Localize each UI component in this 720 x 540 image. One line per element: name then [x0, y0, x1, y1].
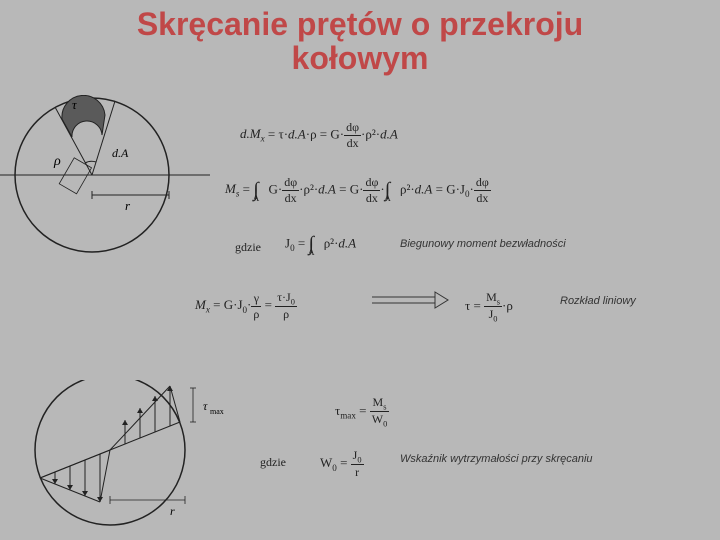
title-line2: kołowym	[292, 40, 429, 76]
equation-Mx-GJ0: Mx = G·J0·γρ = τ·J0ρ	[195, 290, 297, 322]
rho-label: ρ	[53, 154, 61, 169]
svg-text:max: max	[210, 407, 224, 416]
label-section-modulus: Wskaźnik wytrzymałości przy skręcaniu	[400, 453, 593, 465]
slide-title: Skręcanie prętów o przekroju kołowym	[0, 0, 720, 75]
equation-dMx: d.Mx = τ·d.A·ρ = G·dφdx·ρ²·d.A	[240, 120, 398, 151]
label-linear-dist: Rozkład liniowy	[560, 295, 636, 307]
dA-label: d.A	[112, 146, 129, 160]
equation-Ms: Ms = ∫A G·dφdx·ρ²·d.A = G·dφdx·∫A ρ²·d.A…	[225, 175, 491, 206]
equation-tau-max: τmax = MsW0	[335, 395, 389, 429]
equation-J0: J0 = ∫A ρ²·d.A	[285, 233, 356, 256]
diagram-cross-section: τ ρ r d.A	[0, 95, 210, 270]
r-label: r	[125, 198, 131, 213]
svg-text:r: r	[170, 504, 175, 518]
implies-arrow	[370, 290, 450, 310]
label-gdzie-2: gdzie	[260, 455, 286, 470]
equation-tau: τ = MsJ0·ρ	[465, 290, 513, 324]
title-line1: Skręcanie prętów o przekroju	[137, 6, 583, 42]
diagram-stress-distribution: τ max r	[15, 380, 250, 540]
label-polar-moment: Biegunowy moment bezwładności	[400, 238, 566, 250]
equation-W0: W0 = J0r	[320, 448, 364, 480]
svg-text:τ: τ	[203, 399, 208, 413]
label-gdzie-1: gdzie	[235, 240, 261, 255]
